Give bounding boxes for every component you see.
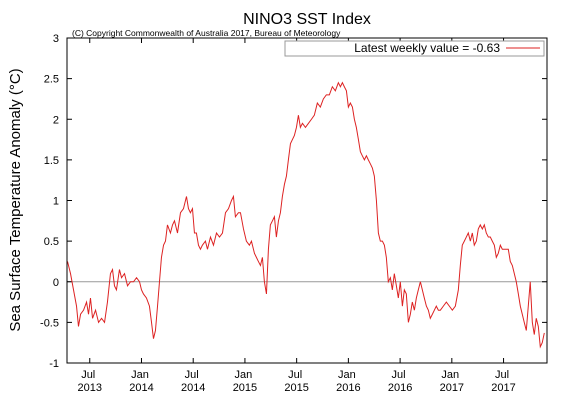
x-tick-label: Jul 2013 [78, 369, 102, 394]
y-tick-label: 2 [53, 114, 59, 126]
x-tick-label: Jan 2015 [233, 369, 257, 394]
y-tick-label: 1.5 [44, 155, 59, 167]
legend-label: Latest weekly value = -0.63 [354, 41, 500, 55]
y-tick-label: -0.5 [40, 317, 59, 329]
chart-title: NINO3 SST Index [243, 11, 371, 28]
x-tick-label: Jul 2014 [181, 369, 205, 394]
x-tick-label: Jul 2017 [491, 369, 515, 394]
x-tick-label: Jan 2016 [336, 369, 360, 394]
x-tick-label: Jan 2017 [440, 369, 464, 394]
legend-box [284, 40, 545, 57]
y-axis-label: Sea Surface Temperature Anomaly (°C) [7, 68, 24, 331]
x-tick-label: Jul 2016 [388, 369, 412, 394]
x-tick-label: Jan 2014 [129, 369, 153, 394]
subtitle: (C) Copyright Commonwealth of Australia … [72, 28, 341, 38]
plot-frame [66, 37, 548, 364]
legend: Latest weekly value = -0.63 [284, 40, 545, 57]
y-tick-label: 1 [53, 196, 59, 208]
y-tick-label: 0.5 [44, 236, 59, 248]
y-tick-label: -1 [49, 358, 59, 370]
x-tick-label: Jul 2015 [284, 369, 308, 394]
y-tick-label: 0 [53, 277, 59, 289]
y-tick-label: 3 [53, 33, 59, 45]
y-tick-label: 2.5 [44, 74, 59, 86]
data-line [67, 81, 545, 349]
